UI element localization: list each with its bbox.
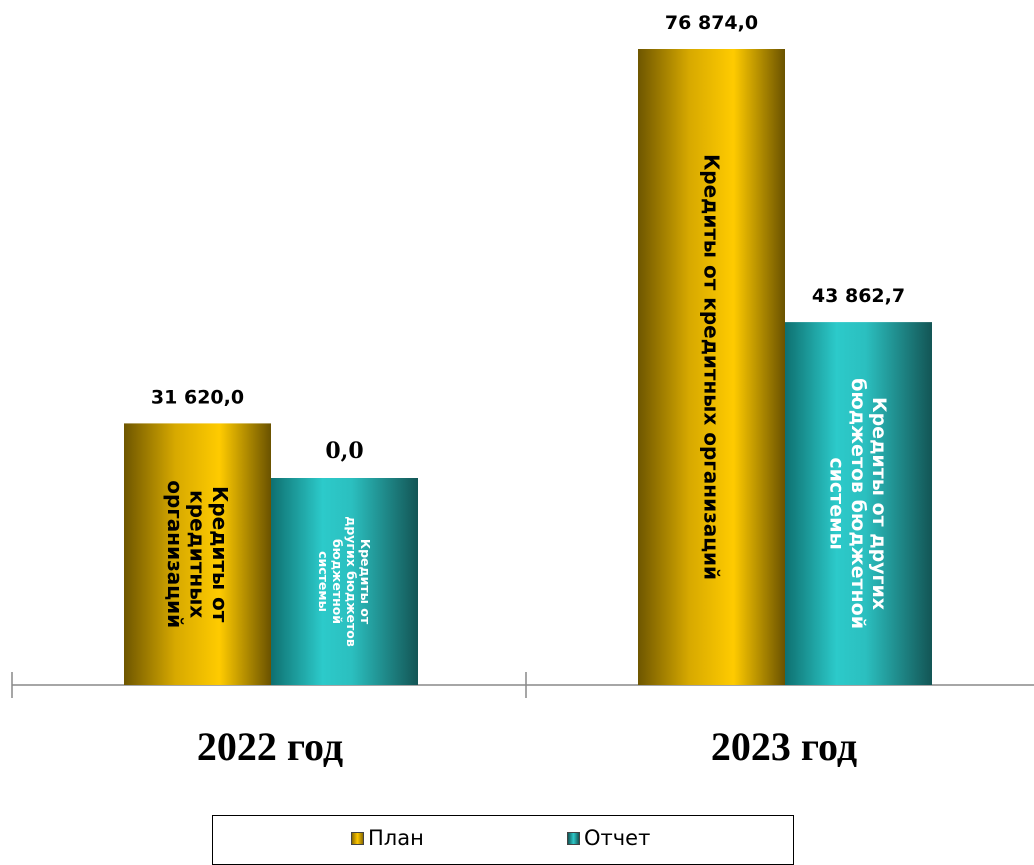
bar-label-line: организаций <box>163 480 187 628</box>
bar-label-line: бюджетов бюджетной <box>847 378 869 629</box>
value-label: 31 620,0 <box>151 386 244 408</box>
legend: План Отчет <box>212 815 794 865</box>
legend-item-report: Отчет <box>567 826 650 850</box>
bar-label-line: бюджетной <box>330 539 345 624</box>
bar-label: Кредиты от другихбюджетов бюджетнойсисте… <box>826 378 891 629</box>
bar-label-text: Кредиты отдругих бюджетовбюджетнойсистем… <box>316 516 373 647</box>
bar-label-line: Кредиты от <box>208 486 232 623</box>
bar-label-text: Кредиты откредитныхорганизаций <box>163 480 232 628</box>
bar-label: Кредиты откредитныхорганизаций <box>163 480 232 628</box>
value-label: 76 874,0 <box>665 12 758 34</box>
category-label-2022: 2022 год <box>197 724 343 769</box>
bar-report-0 <box>271 478 418 685</box>
value-label: 0,0 <box>325 438 363 464</box>
bar-label-line: кредитных <box>186 490 210 618</box>
bar-label-line: Кредиты от кредитных организаций <box>700 154 724 580</box>
bar-plan-1 <box>638 49 785 685</box>
bar-label-text: Кредиты от кредитных организаций <box>700 154 724 580</box>
bar-report-1 <box>785 322 932 685</box>
bar-label-line: системы <box>826 457 848 549</box>
value-label: 43 862,7 <box>812 285 905 307</box>
bar-label-line: системы <box>316 551 331 612</box>
bar-label-line: Кредиты от <box>358 539 373 625</box>
bar-label: Кредиты отдругих бюджетовбюджетнойсистем… <box>316 516 373 647</box>
legend-item-plan: План <box>351 826 424 850</box>
bar-label: Кредиты от кредитных организаций <box>700 154 724 580</box>
legend-swatch-plan <box>351 831 364 845</box>
category-label-2023: 2023 год <box>711 724 857 769</box>
legend-swatch-report <box>567 831 580 845</box>
bar-label-line: Кредиты от других <box>868 397 890 610</box>
bar-label-text: Кредиты от другихбюджетов бюджетнойсисте… <box>826 378 891 629</box>
legend-label-report: Отчет <box>584 826 651 850</box>
bar-label-line: других бюджетов <box>344 516 359 647</box>
legend-label-plan: План <box>368 826 424 850</box>
bar-plan-0 <box>124 423 271 685</box>
